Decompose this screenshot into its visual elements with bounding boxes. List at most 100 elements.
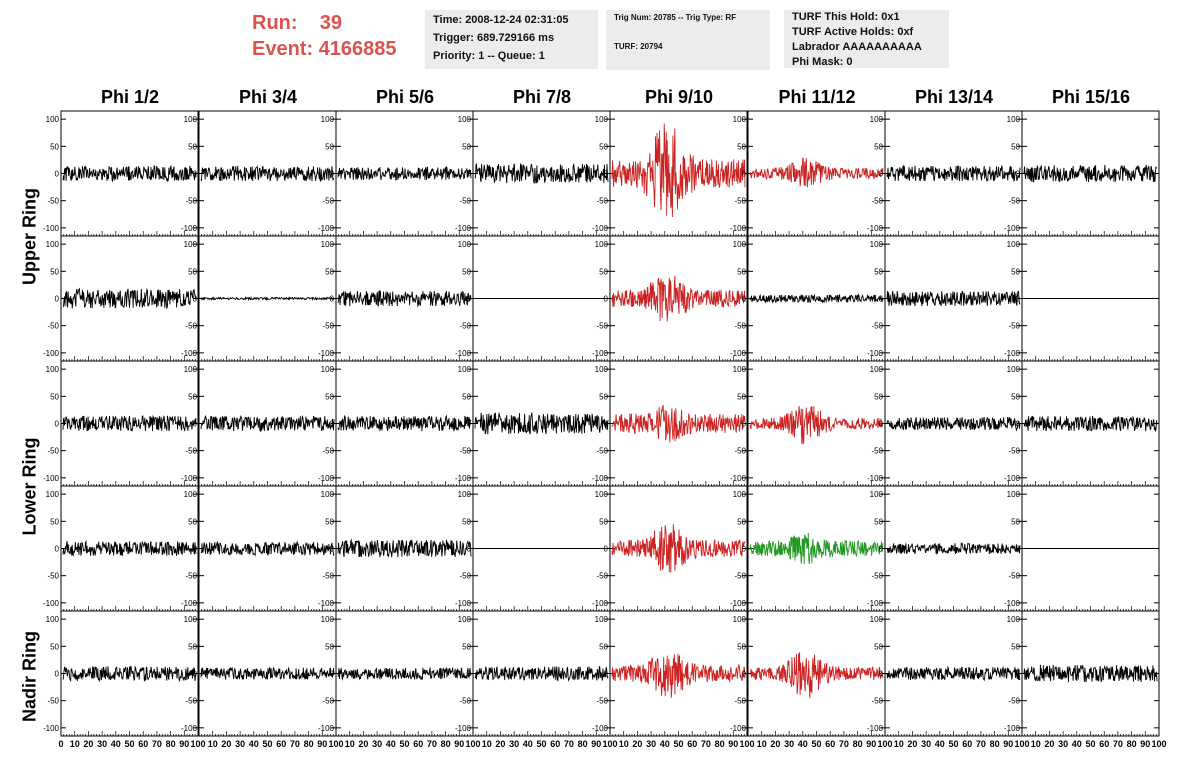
y-tick-label: -100 [730,599,747,608]
x-tick-label: 60 [138,739,148,749]
y-tick-label: -50 [322,322,334,331]
y-tick-label: 50 [188,267,197,276]
waveform-panel-r5-c2: 100 50 0 -50 -100 [181,610,337,737]
waveform-panel-r3-c7: 100 50 0 -50 -100 [867,360,1023,487]
y-tick-label: 100 [184,490,198,499]
y-tick-label: 100 [733,490,747,499]
y-tick-label: -100 [455,474,472,483]
y-tick-label: -100 [318,724,335,733]
y-tick-label: -100 [592,349,609,358]
x-tick-label: 80 [990,739,1000,749]
y-tick-label: 50 [737,517,746,526]
y-tick-label: 50 [462,267,471,276]
y-tick-label: 0 [742,420,747,429]
y-tick-label: 0 [55,420,60,429]
waveform-panel-r1-c1: 100 50 0 -50 -100 [43,110,199,237]
x-tick-label: 20 [770,739,780,749]
y-tick-label: 0 [879,295,884,304]
waveform-panel-r2-c2: 100 50 0 -50 -100 [181,235,337,362]
y-tick-label: -50 [596,197,608,206]
y-tick-label: 100 [595,490,609,499]
y-tick-label: -100 [181,474,198,483]
y-tick-label: -50 [1008,697,1020,706]
run-event-block: Run: 39 Event: 4166885 [252,10,397,62]
x-tick-label: 10 [482,739,492,749]
event-value: 4166885 [318,38,397,60]
x-tick-label: 90 [1003,739,1013,749]
x-tick-label: 60 [1099,739,1109,749]
y-tick-label: -50 [596,447,608,456]
y-tick-label: 50 [325,142,334,151]
y-tick-label: -100 [318,349,335,358]
x-tick-label: 100 [877,739,892,749]
x-tick-label: 90 [317,739,327,749]
phi-header-1: Phi 1/2 [100,87,160,107]
y-tick-label: -100 [43,599,60,608]
waveform-panel-r1-c7: 100 50 0 -50 -100 [867,110,1023,237]
x-tick-label: 40 [523,739,533,749]
y-tick-label: 50 [737,642,746,651]
y-tick-label: 0 [193,420,198,429]
y-tick-label: -100 [455,724,472,733]
y-tick-label: 0 [467,545,472,554]
waveform-trace [200,666,335,680]
y-tick-label: 50 [599,517,608,526]
y-tick-label: 50 [50,392,59,401]
y-tick-label: 50 [325,517,334,526]
x-tick-label: 20 [221,739,231,749]
y-tick-label: 0 [1016,545,1021,554]
x-tick-label: 90 [728,739,738,749]
waveform-panel-r5-c4: 100 50 0 -50 -100 [455,610,611,737]
y-tick-label: -50 [322,197,334,206]
x-tick-label: 50 [811,739,821,749]
waveform-trace [474,665,609,682]
y-tick-label: 0 [193,170,198,179]
priority-text: Priority: 1 -- Queue: 1 [433,50,545,62]
y-tick-label: 100 [458,490,472,499]
y-tick-label: -50 [185,697,197,706]
y-tick-label: -100 [592,724,609,733]
waveform-panel-r5-c8: 100 50 0 -50 -100 [1004,610,1160,737]
y-tick-label: -50 [47,697,59,706]
waveform-trace [337,538,472,558]
y-tick-label: -100 [181,599,198,608]
phi-header-3: Phi 5/6 [375,87,435,107]
y-tick-label: -100 [43,474,60,483]
y-tick-label: -50 [47,572,59,581]
y-tick-label: 100 [321,490,335,499]
y-tick-label: 0 [330,545,335,554]
y-tick-label: 0 [742,170,747,179]
x-tick-label: 70 [427,739,437,749]
waveform-trace [749,405,884,445]
x-tick-label: 30 [235,739,245,749]
x-tick-label: 0 [58,739,63,749]
x-tick-label: 70 [564,739,574,749]
waveform-trace [337,667,472,681]
y-tick-label: 0 [467,295,472,304]
y-tick-label: -50 [459,197,471,206]
y-tick-label: 50 [462,517,471,526]
y-tick-label: 50 [874,142,883,151]
y-tick-label: 50 [599,392,608,401]
x-tick-label: 80 [578,739,588,749]
y-tick-label: 100 [46,240,60,249]
y-tick-label: 50 [1011,267,1020,276]
y-tick-label: 100 [595,240,609,249]
waveform-trace [474,412,609,435]
x-tick-label: 60 [413,739,423,749]
y-tick-label: -50 [322,447,334,456]
x-tick-label: 50 [948,739,958,749]
x-tick-label: 70 [976,739,986,749]
y-tick-label: 50 [462,392,471,401]
x-tick-label: 50 [536,739,546,749]
y-tick-label: -100 [1004,349,1021,358]
x-tick-label: 30 [646,739,656,749]
x-tick-label: 50 [262,739,272,749]
waveform-panel-r5-c3: 100 50 0 -50 -100 [318,610,474,737]
y-tick-label: 0 [1016,170,1021,179]
y-tick-label: 0 [879,420,884,429]
y-tick-label: 100 [870,615,884,624]
waveform-panel-r3-c5: 100 50 0 -50 -100 [592,360,748,487]
turf-hold-text: TURF This Hold: 0x1 [792,11,900,23]
y-tick-label: 100 [458,240,472,249]
